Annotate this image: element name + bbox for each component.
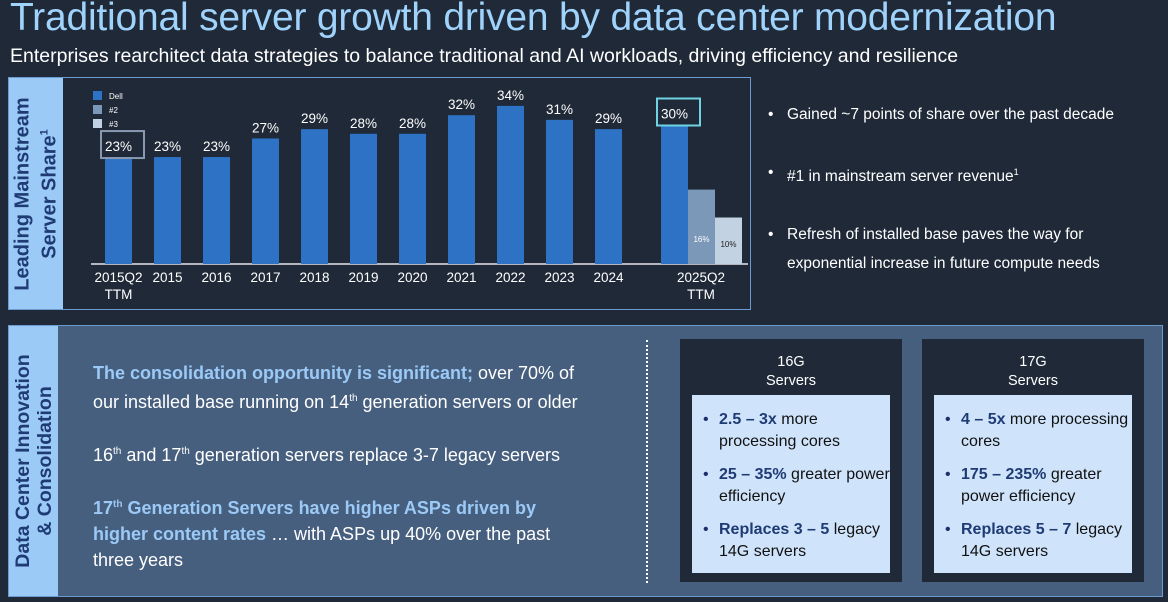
x-tick-label: 2018 <box>299 270 329 285</box>
bar-dell <box>203 157 230 264</box>
legend-label: #2 <box>109 106 118 115</box>
data-label: 31% <box>546 102 573 117</box>
data-label: 34% <box>497 88 524 103</box>
bar-dell <box>252 138 279 264</box>
bar-dell <box>154 157 181 264</box>
x-tick-label: 2020 <box>397 270 427 285</box>
x-tick-label: 2021 <box>446 270 476 285</box>
x-tick-label: TTM <box>687 287 715 302</box>
data-label: 28% <box>350 116 377 131</box>
x-tick-label: 2019 <box>348 270 378 285</box>
page-subtitle: Enterprises rearchitect data strategies … <box>10 45 959 67</box>
bullet-share-gain: Gained ~7 points of share over the past … <box>768 100 1163 129</box>
bullet-installed-base-refresh: Refresh of installed base paves the way … <box>768 220 1163 278</box>
data-label-secondary: 16% <box>693 235 709 244</box>
share-highlights-list: Gained ~7 points of share over the past … <box>768 100 1163 278</box>
consolidation-paragraph: The consolidation opportunity is signifi… <box>93 363 578 412</box>
data-label: 30% <box>661 107 688 122</box>
page-title: Traditional server growth driven by data… <box>10 0 1057 39</box>
side-label-line2: & Consolidation <box>33 386 56 536</box>
bar-dell <box>546 119 573 264</box>
bar-dell <box>399 133 426 264</box>
card-item: 25 – 35% greater power efficiency <box>692 464 890 507</box>
server-share-side-label: Leading Mainstream Server Share1 <box>9 78 63 309</box>
highlight-box <box>100 130 145 160</box>
data-label: 29% <box>595 111 622 126</box>
x-tick-label: 2015 <box>152 270 182 285</box>
bar-dell <box>350 133 377 264</box>
x-tick-label: 2022 <box>495 270 525 285</box>
side-label-line1: Leading Mainstream <box>11 96 34 291</box>
x-tick-label: 2023 <box>544 270 574 285</box>
server-share-bar-chart: Dell #2 #3 23% 2015Q2 TTM 23% 2015 23% 2016 27% 201… <box>91 88 748 302</box>
side-label-line2: Server Share <box>38 134 61 259</box>
legend-label: #3 <box>109 120 118 129</box>
data-label: 23% <box>105 139 132 154</box>
legend-swatch-rank2 <box>93 105 102 114</box>
legend-swatch-dell <box>93 91 102 100</box>
bar-dell <box>661 124 688 264</box>
bar-dell <box>497 105 524 265</box>
card-item: 4 – 5x more processing cores <box>934 409 1132 452</box>
bar-dell <box>301 129 328 264</box>
bullet-revenue-rank: #1 in mainstream server revenue1 <box>768 158 1163 191</box>
footnote-marker: 1 <box>38 128 51 135</box>
server-share-panel: Leading Mainstream Server Share1 Dell #2 #3… <box>8 77 751 310</box>
side-label-line1: Data Center Innovation <box>11 354 34 568</box>
card-body: 2.5 – 3x more processing cores 25 – 35% … <box>692 395 890 573</box>
legend-label: Dell <box>109 92 123 101</box>
data-label: 27% <box>252 120 279 135</box>
data-label: 23% <box>154 139 181 154</box>
x-tick-label: 2024 <box>593 270 624 285</box>
legend-swatch-rank3 <box>93 119 102 128</box>
consolidation-panel: Data Center Innovation & Consolidation Th… <box>8 325 1163 597</box>
highlight-box <box>656 97 701 127</box>
consolidation-text: The consolidation opportunity is signifi… <box>93 360 593 597</box>
card-item: 175 – 235% greater power efficiency <box>934 464 1132 507</box>
bar-rank3 <box>715 217 742 264</box>
bar-dell <box>105 157 132 264</box>
x-tick-label: 2025Q2 <box>677 270 725 285</box>
data-label: 23% <box>203 139 230 154</box>
consolidation-side-label: Data Center Innovation & Consolidation <box>9 326 58 596</box>
data-label-secondary: 10% <box>720 240 736 249</box>
card-item: 2.5 – 3x more processing cores <box>692 409 890 452</box>
card-title: 16G Servers <box>766 354 816 389</box>
data-label: 32% <box>448 97 475 112</box>
dotted-divider <box>646 340 648 583</box>
x-tick-label: TTM <box>105 287 133 302</box>
card-item: Replaces 3 – 5 legacy 14G servers <box>692 519 890 562</box>
data-label: 28% <box>399 116 426 131</box>
card-item: Replaces 5 – 7 legacy 14G servers <box>934 519 1132 562</box>
bar-dell <box>595 129 622 264</box>
card-title: 17G Servers <box>1008 354 1058 389</box>
data-label: 29% <box>301 111 328 126</box>
asp-paragraph: 17th Generation Servers have higher ASPs… <box>93 498 551 570</box>
x-tick-label: 2015Q2 <box>94 270 142 285</box>
x-tick-label: 2016 <box>201 270 231 285</box>
bar-rank2 <box>688 189 715 264</box>
replacement-paragraph: 16th and 17th generation servers replace… <box>93 445 560 465</box>
card-body: 4 – 5x more processing cores 175 – 235% … <box>934 395 1132 573</box>
bar-dell <box>448 115 475 264</box>
x-tick-label: 2017 <box>250 270 280 285</box>
